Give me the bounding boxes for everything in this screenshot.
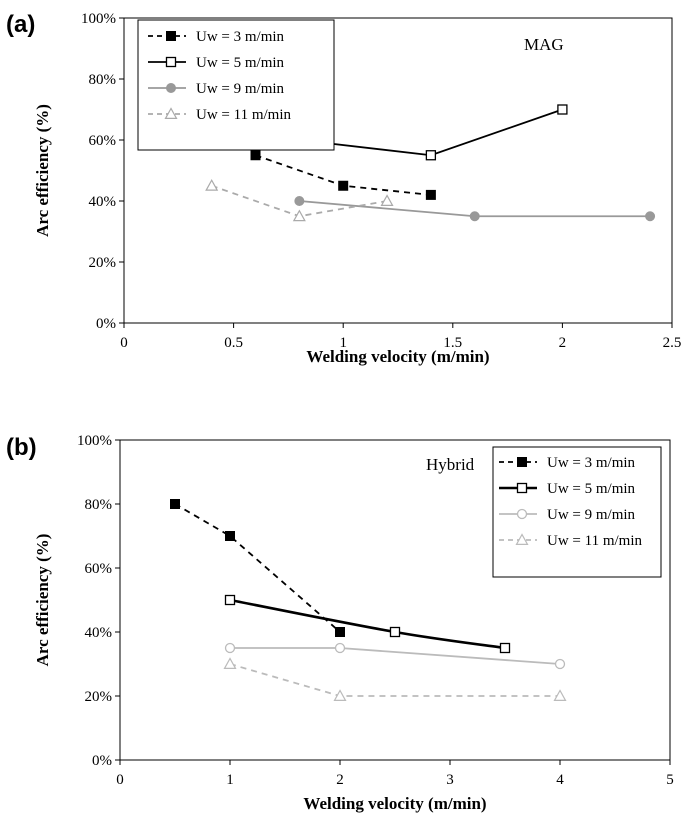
data-point-s3-2 bbox=[553, 689, 567, 702]
data-point-s0-0 bbox=[170, 499, 180, 509]
x-tick-label: 2 bbox=[559, 335, 567, 351]
data-point-s0-1 bbox=[225, 531, 235, 541]
legend-marker-2 bbox=[516, 508, 528, 520]
legend-marker-2 bbox=[166, 83, 176, 93]
legend-marker-0 bbox=[166, 31, 176, 41]
data-point-s0-2 bbox=[335, 627, 345, 637]
chart-annotation: MAG bbox=[524, 35, 564, 54]
x-tick-label: 1.5 bbox=[443, 335, 462, 351]
series-line-1 bbox=[299, 108, 563, 157]
data-point-s0-1 bbox=[338, 180, 349, 191]
x-tick-label: 5 bbox=[666, 772, 674, 788]
data-point-s2-1 bbox=[334, 642, 346, 654]
data-point-s3-0 bbox=[205, 179, 219, 191]
legend: Uw = 3 m/min Uw = 5 m/min Uw = 9 m/min Uw =… bbox=[137, 19, 335, 151]
data-point-s2-2 bbox=[554, 658, 566, 670]
data-point-s1-1 bbox=[389, 626, 401, 638]
legend-marker-1 bbox=[165, 56, 177, 68]
x-axis-title: Welding velocity (m/min) bbox=[306, 347, 489, 366]
chart-panel-0: 0% 20% 40% 60% 80% 100% 0 0.5 1 1.5 2 2.5 Welding ve… bbox=[6, 11, 681, 366]
y-tick-label: 0% bbox=[92, 753, 112, 769]
data-point-s3-1 bbox=[333, 689, 347, 702]
y-tick-label: 40% bbox=[85, 625, 113, 641]
panel-label: (a) bbox=[6, 11, 35, 38]
x-tick-label: 0.5 bbox=[224, 335, 243, 351]
data-point-s1-2 bbox=[499, 642, 511, 654]
legend: Uw = 3 m/min Uw = 5 m/min Uw = 9 m/min Uw =… bbox=[492, 446, 662, 578]
series-line-2 bbox=[230, 647, 561, 665]
y-tick-label: 80% bbox=[85, 497, 113, 513]
legend-marker-3 bbox=[515, 533, 529, 546]
plot-area-frame bbox=[123, 17, 673, 324]
legend-label-0: Uw = 3 m/min bbox=[196, 29, 285, 45]
series-line-0 bbox=[174, 503, 341, 633]
data-point-s3-1 bbox=[292, 209, 306, 222]
y-tick-label: 0% bbox=[96, 316, 116, 332]
legend-marker-1 bbox=[516, 482, 528, 494]
legend-label-1: Uw = 5 m/min bbox=[547, 481, 636, 497]
data-point-s2-0 bbox=[294, 196, 305, 206]
x-axis-title: Welding velocity (m/min) bbox=[303, 794, 486, 813]
plot-area-frame bbox=[119, 439, 671, 761]
y-tick-label: 20% bbox=[89, 255, 117, 271]
panel-label: (b) bbox=[6, 434, 37, 461]
data-point-s0-2 bbox=[425, 189, 436, 200]
series-line-3 bbox=[229, 663, 560, 697]
legend-marker-0 bbox=[517, 457, 527, 467]
data-point-s2-1 bbox=[469, 211, 480, 222]
data-point-s3-2 bbox=[380, 194, 394, 206]
y-tick-label: 80% bbox=[89, 72, 117, 88]
data-point-s0-0 bbox=[250, 150, 261, 161]
x-tick-label: 2.5 bbox=[663, 335, 682, 351]
y-tick-label: 100% bbox=[81, 11, 116, 27]
chart-annotation: Hybrid bbox=[426, 455, 475, 474]
x-tick-label: 1 bbox=[226, 772, 234, 788]
legend-label-2: Uw = 9 m/min bbox=[196, 81, 285, 97]
y-axis-title: Arc efficiency (%) bbox=[33, 534, 52, 667]
series-line-1 bbox=[229, 598, 506, 650]
legend-label-3: Uw = 11 m/min bbox=[196, 107, 291, 123]
legend-label-2: Uw = 9 m/min bbox=[547, 507, 636, 523]
data-point-s1-2 bbox=[557, 104, 568, 115]
legend-label-1: Uw = 5 m/min bbox=[196, 55, 285, 71]
y-tick-label: 20% bbox=[85, 689, 113, 705]
x-tick-label: 0 bbox=[116, 772, 124, 788]
chart-panel-1: 0% 20% 40% 60% 80% 100% 0 1 2 3 4 5 Welding velocity… bbox=[6, 433, 674, 813]
x-tick-label: 3 bbox=[446, 772, 454, 788]
legend-label-0: Uw = 3 m/min bbox=[547, 455, 636, 471]
y-tick-label: 60% bbox=[89, 133, 117, 149]
y-axis-title: Arc efficiency (%) bbox=[33, 104, 52, 237]
y-tick-label: 60% bbox=[85, 561, 113, 577]
x-tick-label: 4 bbox=[556, 772, 564, 788]
data-point-s1-1 bbox=[425, 150, 437, 161]
data-point-s2-2 bbox=[645, 211, 656, 222]
data-point-s1-0 bbox=[224, 594, 236, 606]
legend-label-3: Uw = 11 m/min bbox=[547, 533, 642, 549]
data-point-s3-0 bbox=[223, 657, 237, 670]
y-tick-label: 40% bbox=[89, 194, 117, 210]
data-point-s2-0 bbox=[224, 642, 236, 654]
x-tick-label: 2 bbox=[336, 772, 344, 788]
x-tick-label: 1 bbox=[339, 335, 347, 351]
y-tick-label: 100% bbox=[77, 433, 112, 449]
legend-marker-3 bbox=[164, 107, 178, 120]
x-tick-label: 0 bbox=[120, 335, 128, 351]
